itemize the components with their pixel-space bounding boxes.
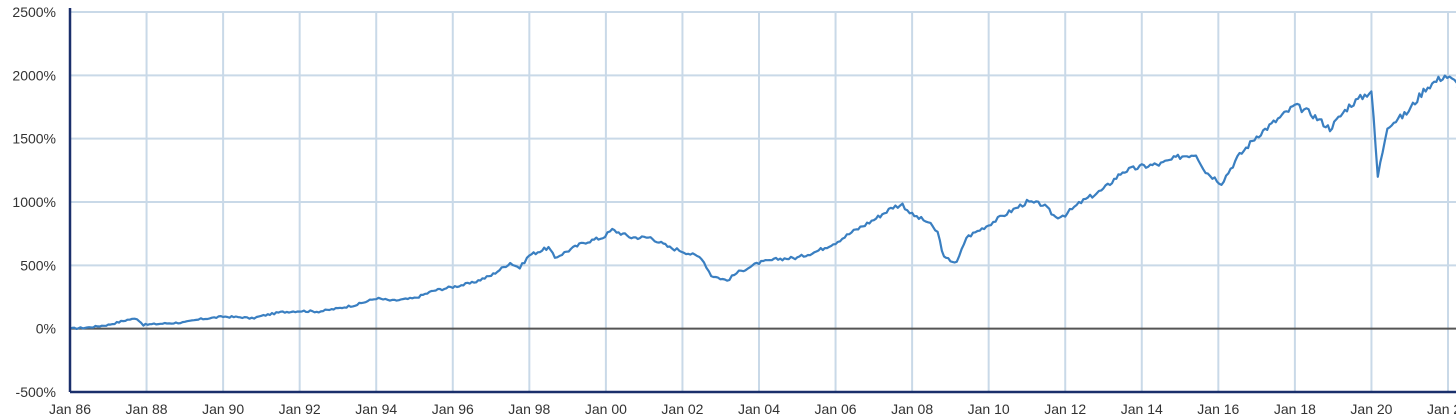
x-tick-label: Jan 12	[1044, 401, 1086, 417]
x-tick-label: Jan 00	[585, 401, 627, 417]
y-tick-label: 1500%	[12, 131, 56, 147]
x-tick-label: Jan 20	[1350, 401, 1392, 417]
x-tick-label: Jan 10	[968, 401, 1010, 417]
x-tick-label: Jan 08	[891, 401, 933, 417]
x-tick-labels: Jan 86 Jan 88 Jan 90 Jan 92 Jan 94 Jan 96 Jan …	[49, 401, 1456, 417]
x-tick-label: Jan 96	[432, 401, 474, 417]
x-tick-label: Jan 14	[1121, 401, 1163, 417]
x-tick-label: Jan 22	[1427, 401, 1456, 417]
x-tick-label: Jan 94	[355, 401, 397, 417]
y-tick-label: 0%	[36, 321, 56, 337]
x-tick-label: Jan 04	[738, 401, 780, 417]
y-tick-label: 2500%	[12, 4, 56, 20]
y-tick-label: 1000%	[12, 194, 56, 210]
y-tick-label: -500%	[16, 384, 56, 400]
x-tick-label: Jan 16	[1197, 401, 1239, 417]
x-tick-label: Jan 86	[49, 401, 91, 417]
x-tick-label: Jan 18	[1274, 401, 1316, 417]
x-tick-label: Jan 90	[202, 401, 244, 417]
x-tick-label: Jan 02	[661, 401, 703, 417]
x-tick-label: Jan 88	[126, 401, 168, 417]
series-line	[69, 74, 1456, 330]
series-lines	[69, 74, 1456, 330]
axes	[68, 8, 1456, 394]
x-tick-label: Jan 98	[508, 401, 550, 417]
y-tick-label: 2000%	[12, 67, 56, 83]
grid-lines	[70, 11, 1456, 392]
y-tick-label: 500%	[20, 257, 56, 273]
y-tick-labels: 2500% 2000% 1500% 1000% 500% 0% -500%	[12, 4, 56, 400]
x-tick-label: Jan 92	[279, 401, 321, 417]
x-tick-label: Jan 06	[815, 401, 857, 417]
